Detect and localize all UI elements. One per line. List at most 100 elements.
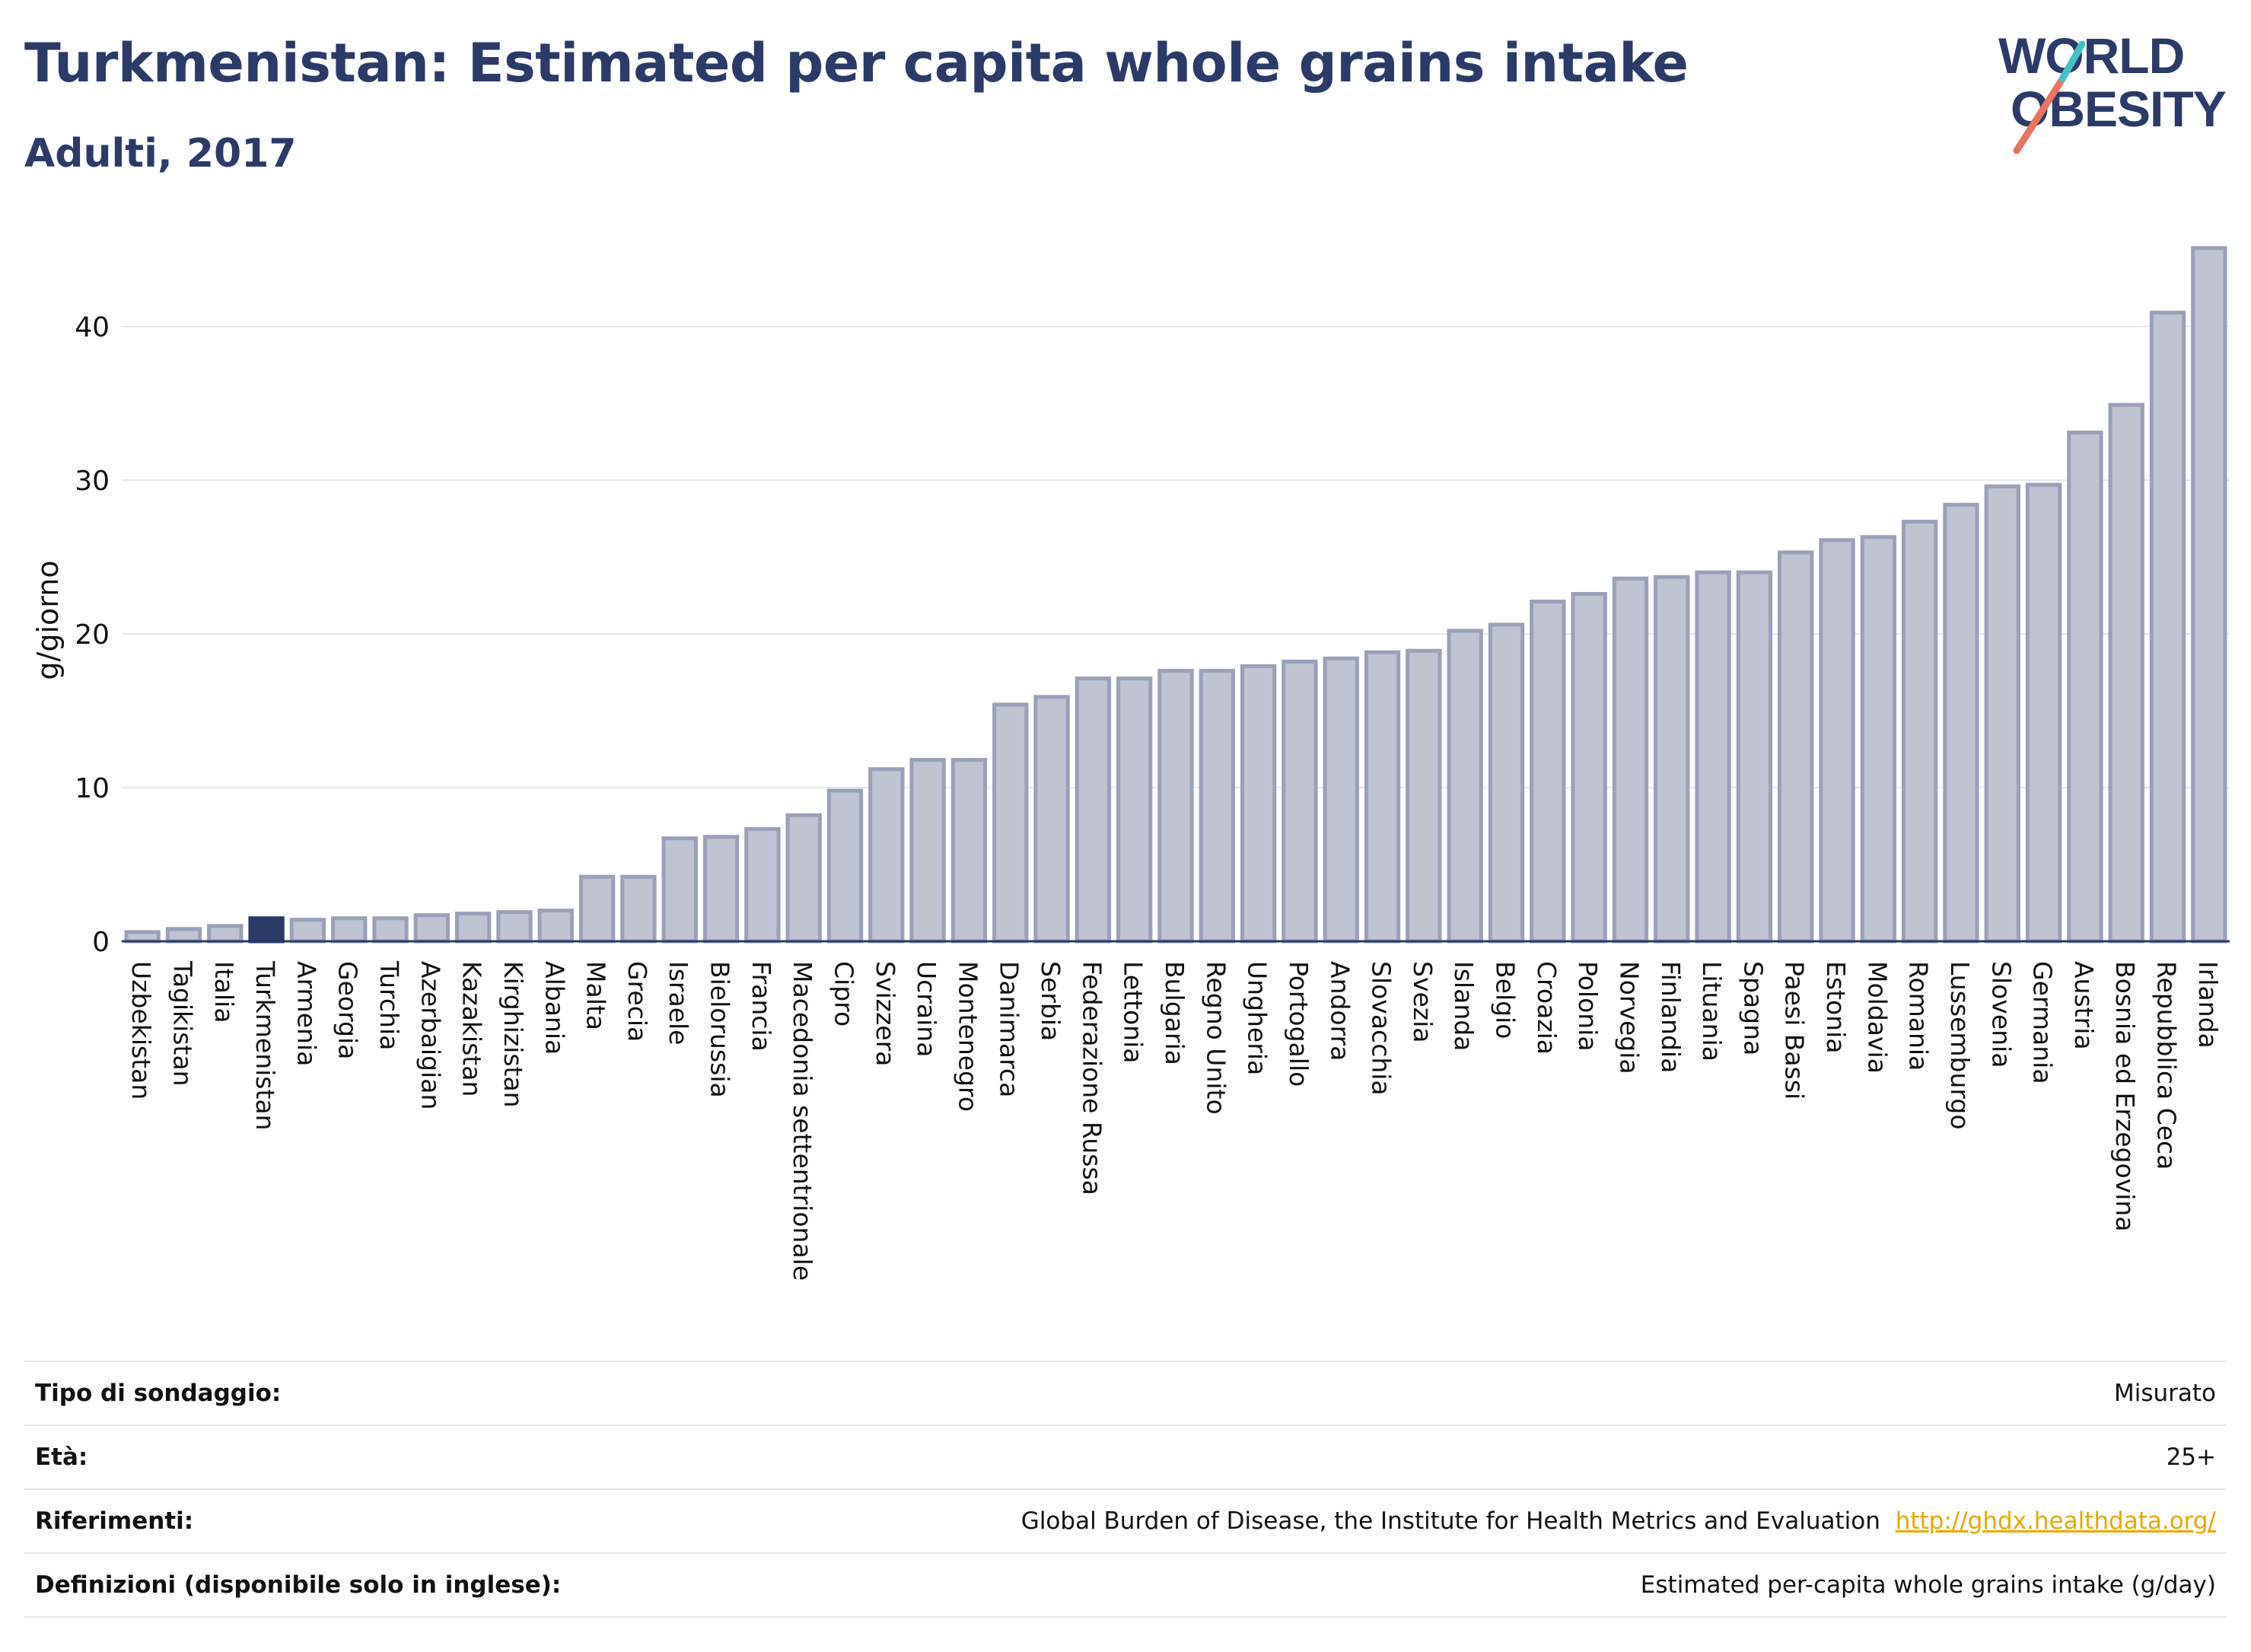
world-obesity-logo: WORLD OBESITY bbox=[1998, 27, 2227, 154]
x-tick-label: Lituania bbox=[1697, 961, 1727, 1062]
x-tick-label: Belgio bbox=[1491, 961, 1520, 1039]
bar-malta bbox=[578, 874, 616, 944]
bar-spagna bbox=[1736, 570, 1773, 944]
bar-bielorussia bbox=[702, 835, 740, 944]
x-tick-label: Danimarca bbox=[995, 961, 1024, 1097]
bar-norvegia bbox=[1612, 576, 1649, 944]
bar-montenegro bbox=[950, 758, 988, 944]
x-tick-label: Spagna bbox=[1738, 961, 1768, 1055]
bar-slovenia bbox=[1984, 484, 2020, 944]
x-tick-label: Bosnia ed Erzegovina bbox=[2110, 961, 2140, 1232]
x-tick-label: Norvegia bbox=[1614, 961, 1644, 1074]
bar-israele bbox=[661, 836, 698, 944]
bar-bosnia-ed-erzegovina bbox=[2108, 403, 2144, 944]
bar-cipro bbox=[826, 788, 864, 944]
x-tick-label: Slovacchia bbox=[1367, 961, 1396, 1096]
x-tick-label: Estonia bbox=[1821, 961, 1851, 1053]
references-text: Global Burden of Disease, the Institute … bbox=[1020, 1507, 1880, 1535]
bar-svizzera bbox=[868, 767, 905, 944]
age-value: 25+ bbox=[2166, 1444, 2216, 1471]
bar-albania bbox=[537, 909, 574, 944]
bar-georgia bbox=[331, 916, 368, 944]
x-tick-label: Paesi Bassi bbox=[1780, 961, 1810, 1100]
x-tick-label: Andorra bbox=[1325, 961, 1355, 1061]
info-table: Tipo di sondaggio: Misurato Età: 25+ Rif… bbox=[24, 1361, 2227, 1618]
x-tick-label: Lussemburgo bbox=[1945, 961, 1975, 1130]
age-label: Età: bbox=[35, 1444, 88, 1471]
bar-polonia bbox=[1571, 591, 1607, 944]
x-tick-label: Grecia bbox=[622, 961, 652, 1042]
survey-type-value: Misurato bbox=[2113, 1380, 2216, 1407]
bar-belgio bbox=[1488, 622, 1525, 944]
y-tick-label: 10 bbox=[75, 773, 110, 804]
bar-paesi-bassi bbox=[1778, 550, 1814, 944]
x-tick-label: Uzbekistan bbox=[126, 961, 156, 1100]
bar-romania bbox=[1901, 520, 1938, 944]
bar-andorra bbox=[1323, 656, 1359, 944]
y-tick-label: 40 bbox=[75, 312, 110, 343]
bar-tagikistan bbox=[165, 927, 202, 944]
bar-uzbekistan bbox=[124, 930, 161, 944]
logo-slash-teal bbox=[2058, 40, 2086, 83]
x-tick-label: Francia bbox=[747, 961, 776, 1052]
bar-azerbaigian bbox=[413, 913, 451, 944]
bar-italia bbox=[207, 924, 244, 944]
x-tick-label: Irlanda bbox=[2193, 961, 2223, 1049]
bar-islanda bbox=[1447, 629, 1483, 944]
references-link[interactable]: http://ghdx.healthdata.org/ bbox=[1895, 1507, 2216, 1535]
x-tick-label: Islanda bbox=[1449, 961, 1479, 1051]
bar-portogallo bbox=[1282, 659, 1318, 944]
x-tick-label: Turkmenistan bbox=[250, 960, 280, 1131]
bar-ungheria bbox=[1240, 664, 1277, 944]
x-tick-label: Serbia bbox=[1036, 961, 1065, 1041]
bar-lituania bbox=[1695, 570, 1731, 944]
x-tick-label: Germania bbox=[2028, 961, 2058, 1084]
x-tick-label: Macedonia settentrionale bbox=[788, 961, 817, 1281]
bar-armenia bbox=[289, 918, 326, 944]
bar-chart: 0 10 20 30 40 Uzbekistan Tagikistan Italia Turkm… bbox=[31, 246, 2230, 1281]
x-tick-label: Armenia bbox=[291, 961, 321, 1066]
x-tick-label: Svizzera bbox=[871, 961, 900, 1066]
y-axis-label: g/giorno bbox=[31, 560, 65, 680]
bar-germania bbox=[2025, 482, 2062, 944]
bar-repubblica-ceca bbox=[2149, 310, 2186, 944]
x-tick-label: Kazakistan bbox=[457, 961, 487, 1097]
x-tick-label: Azerbaigian bbox=[415, 961, 445, 1109]
x-tick-label: Finlandia bbox=[1656, 961, 1686, 1073]
x-tick-label: Bielorussia bbox=[705, 961, 735, 1098]
x-tick-label: Portogallo bbox=[1284, 961, 1313, 1087]
references-value: Global Burden of Disease, the Institute … bbox=[1021, 1507, 2216, 1535]
x-tick-label: Kirghizistan bbox=[498, 961, 528, 1108]
x-tick-label: Moldavia bbox=[1862, 961, 1892, 1074]
x-tick-label: Croazia bbox=[1532, 961, 1562, 1055]
bar-turchia bbox=[372, 916, 409, 944]
x-tick-label: Cipro bbox=[829, 961, 858, 1027]
chart-title: Turkmenistan: Estimated per capita whole… bbox=[24, 32, 1689, 94]
x-tick-label: Israele bbox=[664, 961, 693, 1046]
bars bbox=[124, 246, 2227, 944]
x-tick-label: Georgia bbox=[333, 961, 363, 1059]
bar-francia bbox=[744, 827, 781, 944]
bar-turkmenistan bbox=[248, 916, 285, 944]
x-tick-label: Bulgaria bbox=[1160, 961, 1189, 1065]
y-tick-label: 0 bbox=[92, 927, 110, 958]
bar-grecia bbox=[620, 874, 657, 944]
x-tick-label: Slovenia bbox=[1986, 961, 2016, 1068]
x-tick-label: Federazione Russa bbox=[1077, 961, 1106, 1195]
x-tick-label: Malta bbox=[581, 961, 611, 1030]
logo-line1: WORLD bbox=[1998, 27, 2184, 84]
bar-lettonia bbox=[1116, 676, 1153, 944]
info-row-age: Età: 25+ bbox=[24, 1426, 2227, 1490]
x-tick-label: Albania bbox=[540, 961, 569, 1055]
bar-austria bbox=[2067, 430, 2103, 944]
x-tick-label: Repubblica Ceca bbox=[2152, 961, 2182, 1170]
bar-croazia bbox=[1530, 600, 1566, 944]
chart-subtitle: Adulti, 2017 bbox=[24, 131, 297, 177]
bar-kirghizistan bbox=[496, 910, 533, 944]
definitions-value: Estimated per-capita whole grains intake… bbox=[1640, 1571, 2216, 1599]
bar-kazakistan bbox=[454, 912, 492, 944]
definitions-label: Definizioni (disponibile solo in inglese… bbox=[35, 1571, 562, 1599]
bar-estonia bbox=[1819, 538, 1855, 944]
x-tick-label: Turchia bbox=[374, 960, 404, 1050]
bar-finlandia bbox=[1654, 575, 1690, 944]
